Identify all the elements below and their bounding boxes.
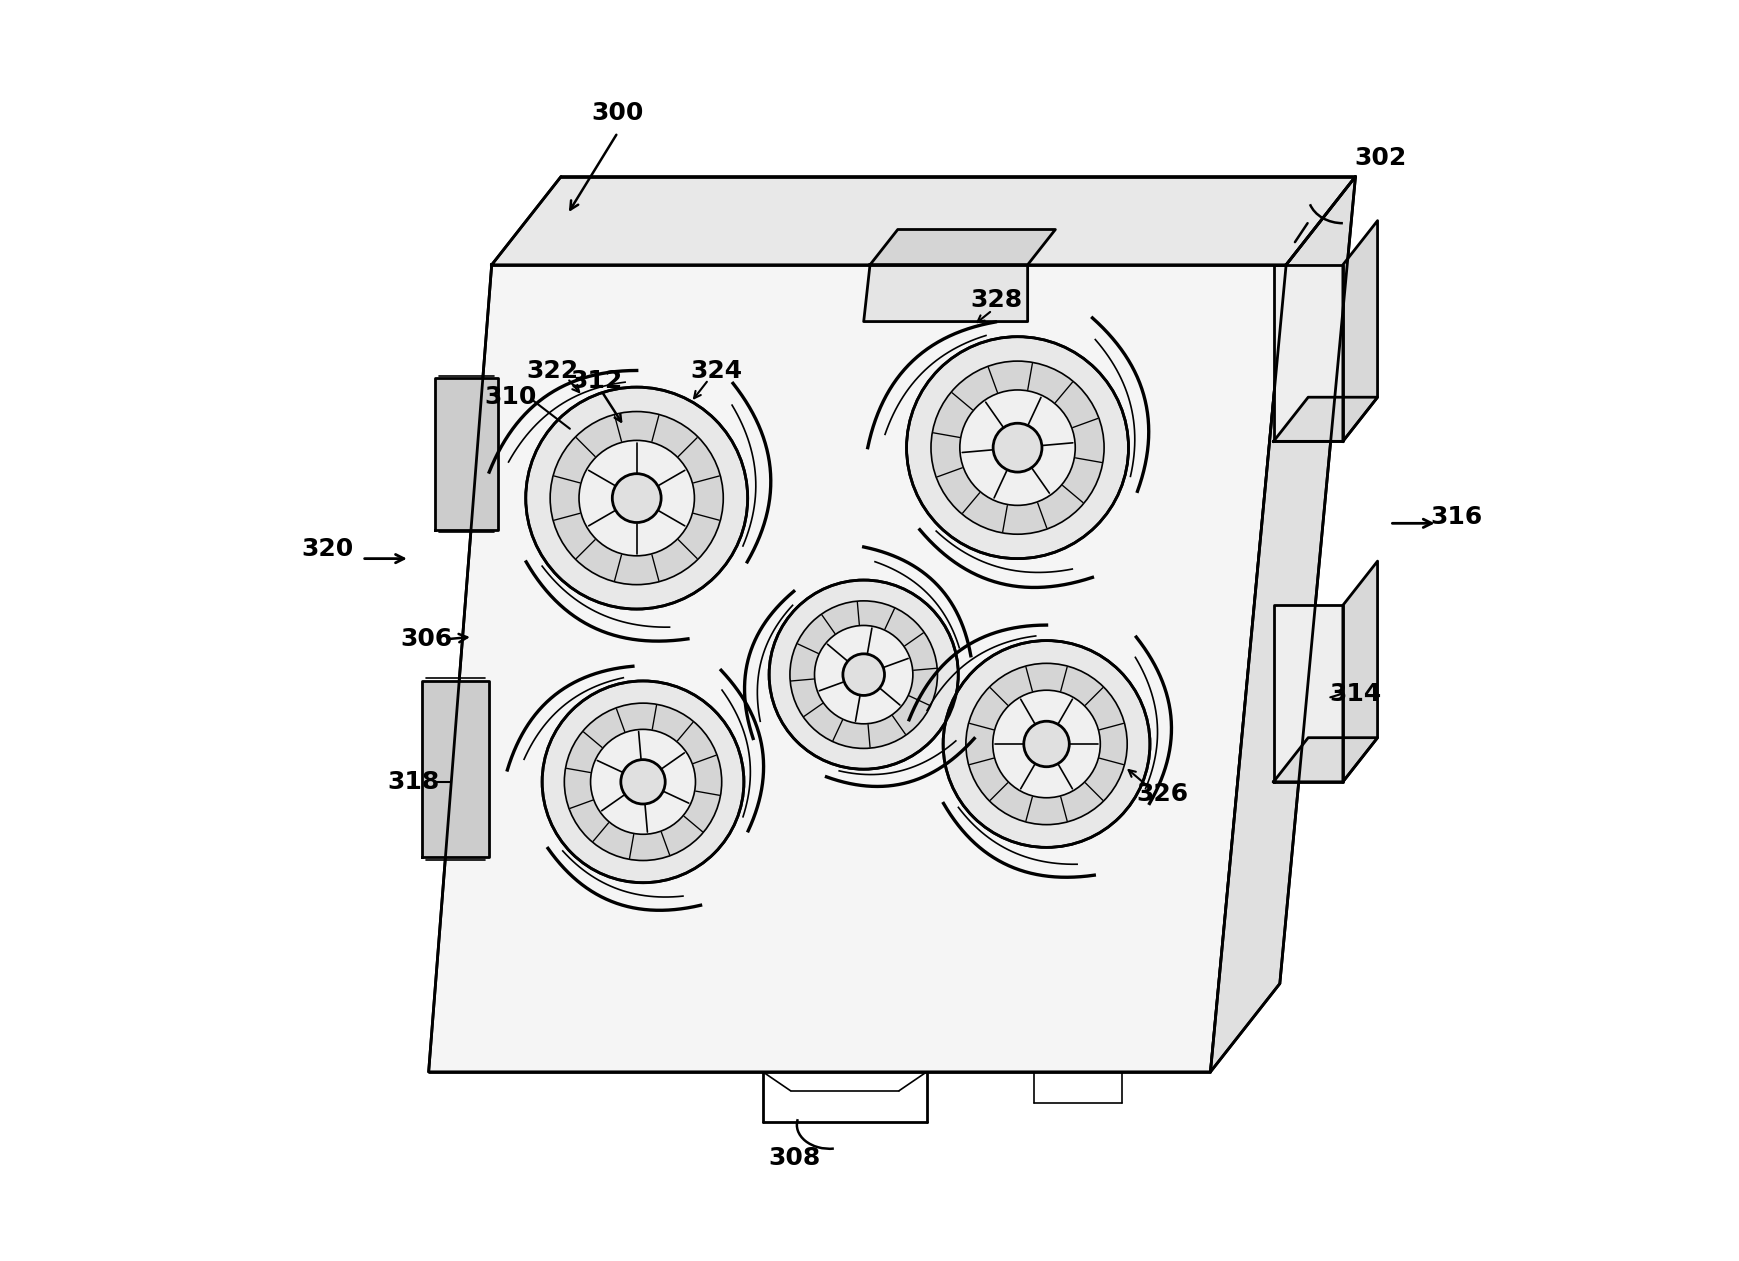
Text: 300: 300 <box>591 101 643 126</box>
Text: 306: 306 <box>400 627 452 652</box>
Circle shape <box>525 387 748 609</box>
Circle shape <box>906 337 1129 559</box>
Polygon shape <box>1273 397 1377 441</box>
Text: 324: 324 <box>690 358 743 383</box>
Polygon shape <box>435 378 497 530</box>
Circle shape <box>993 690 1099 798</box>
Text: 312: 312 <box>570 368 623 393</box>
Circle shape <box>943 641 1149 847</box>
Circle shape <box>590 729 696 835</box>
Polygon shape <box>428 265 1285 1072</box>
Polygon shape <box>423 681 489 857</box>
Circle shape <box>612 474 661 522</box>
Circle shape <box>579 440 694 556</box>
Text: 322: 322 <box>525 358 577 383</box>
Text: 328: 328 <box>969 288 1021 313</box>
Polygon shape <box>1343 561 1377 782</box>
Text: 320: 320 <box>301 536 353 561</box>
Polygon shape <box>1210 177 1355 1072</box>
Circle shape <box>550 411 723 585</box>
Circle shape <box>621 759 664 805</box>
Circle shape <box>842 653 883 696</box>
Circle shape <box>790 600 937 749</box>
Polygon shape <box>863 265 1028 322</box>
Polygon shape <box>1273 738 1377 782</box>
Circle shape <box>993 424 1042 472</box>
Polygon shape <box>492 177 1355 265</box>
Polygon shape <box>1343 221 1377 441</box>
Text: 314: 314 <box>1329 681 1381 706</box>
Polygon shape <box>870 230 1056 265</box>
Circle shape <box>563 704 722 860</box>
Polygon shape <box>1273 605 1343 782</box>
Circle shape <box>960 390 1075 506</box>
Polygon shape <box>1273 265 1343 441</box>
Circle shape <box>930 361 1104 535</box>
Text: 302: 302 <box>1353 145 1407 170</box>
Circle shape <box>1023 721 1069 767</box>
Circle shape <box>543 681 744 883</box>
Text: 318: 318 <box>388 769 440 794</box>
Circle shape <box>814 625 913 724</box>
Circle shape <box>965 663 1127 825</box>
Text: 326: 326 <box>1136 782 1188 807</box>
Text: 308: 308 <box>769 1145 821 1170</box>
Text: 316: 316 <box>1429 504 1482 530</box>
Text: 310: 310 <box>483 385 537 410</box>
Circle shape <box>769 580 958 769</box>
